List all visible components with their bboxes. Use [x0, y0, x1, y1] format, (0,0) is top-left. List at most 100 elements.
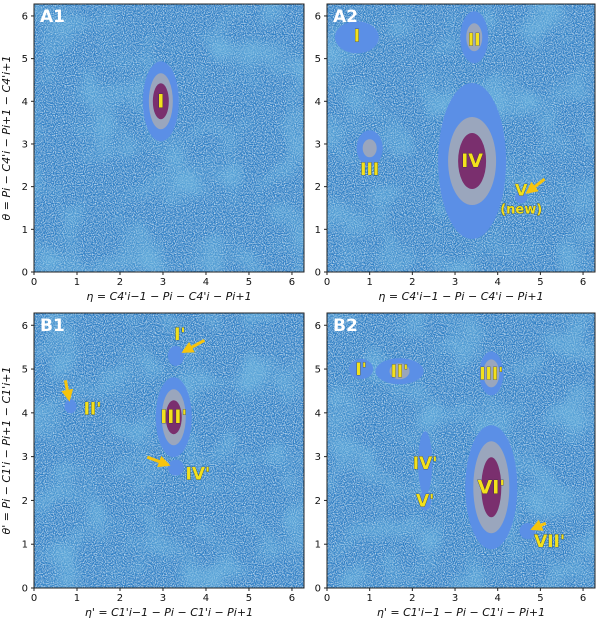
x-tick-label: 2 — [409, 593, 415, 604]
contour-level-3 — [165, 400, 182, 435]
axes-frame — [326, 3, 596, 273]
cluster-contour — [479, 351, 504, 396]
x-tick-label: 5 — [246, 593, 252, 604]
panel-label: A1 — [40, 7, 65, 27]
y-tick-label: 1 — [315, 225, 321, 236]
cluster-label: VII' — [534, 532, 565, 552]
y-axis-label: θ = Pi − C4'i − Pi+1 − C4'i+1 — [0, 56, 13, 221]
x-tick-label: 6 — [289, 277, 295, 288]
x-tick-label: 5 — [537, 277, 543, 288]
x-tick-label: 0 — [324, 277, 330, 288]
x-tick-label: 1 — [366, 593, 372, 604]
cluster-label: V (new) — [500, 180, 542, 217]
contour-level-3 — [458, 133, 487, 190]
x-tick-label: 0 — [324, 593, 330, 604]
y-tick-label: 0 — [315, 584, 321, 595]
x-tick-label: 5 — [537, 593, 543, 604]
cluster-contour — [465, 425, 518, 550]
x-tick-label: 4 — [495, 277, 501, 288]
panel-label: B2 — [333, 316, 358, 336]
y-tick-label: 4 — [22, 97, 28, 108]
pointer-arrow — [530, 519, 547, 531]
x-tick-label: 1 — [366, 277, 372, 288]
cluster-label: III' — [160, 406, 187, 428]
cluster-label: I — [157, 90, 164, 112]
cluster-label: IV' — [186, 465, 211, 485]
density-background — [327, 313, 595, 588]
cluster-label: III' — [479, 364, 503, 384]
x-tick-label: 4 — [495, 593, 501, 604]
x-tick-label: 2 — [117, 593, 123, 604]
contour-level-1 — [515, 191, 528, 204]
axes-frame — [326, 312, 596, 589]
y-tick-label: 6 — [22, 321, 28, 332]
y-tick-label: 5 — [22, 54, 28, 65]
cluster-label: I' — [355, 360, 367, 380]
cluster-label: III — [360, 160, 379, 180]
cluster-contour — [375, 358, 424, 385]
y-tick-label: 6 — [315, 321, 321, 332]
y-tick-label: 0 — [22, 268, 28, 279]
pointer-arrow — [146, 455, 171, 468]
y-tick-label: 4 — [315, 97, 321, 108]
cluster-contour — [167, 345, 184, 366]
cluster-label: II — [468, 30, 481, 50]
x-tick-label: 1 — [74, 593, 80, 604]
pointer-arrow — [181, 338, 206, 354]
contour-level-1 — [167, 459, 184, 476]
y-tick-label: 6 — [315, 11, 321, 22]
contour-level-1 — [64, 399, 77, 414]
density-patches — [34, 4, 304, 272]
cluster-contour — [460, 11, 489, 64]
y-tick-label: 4 — [315, 408, 321, 419]
cluster-contour — [155, 377, 192, 458]
density-background — [34, 4, 304, 272]
density-patches — [327, 313, 595, 588]
y-tick-label: 3 — [315, 452, 321, 463]
contour-level-2 — [466, 23, 483, 52]
x-axis-label: η' = C1'i−1 − Pi − C1'i − Pi+1 — [377, 606, 545, 619]
y-axis-label: θ' = Pi − C1'i − Pi+1 − C1'i+1 — [0, 367, 13, 535]
cluster-label: II' — [391, 362, 409, 382]
x-axis-label: η' = C1'i−1 − Pi − C1'i − Pi+1 — [85, 606, 253, 619]
x-axis-label: η = C4'i−1 − Pi − C4'i − Pi+1 — [86, 290, 251, 303]
x-axis-label: η = C4'i−1 − Pi − C4'i − Pi+1 — [378, 290, 543, 303]
x-tick-label: 0 — [31, 593, 37, 604]
contour-level-1 — [418, 431, 433, 496]
contour-level-1 — [419, 490, 432, 511]
contour-level-1 — [349, 359, 374, 380]
cluster-contour — [142, 61, 179, 142]
y-tick-label: 3 — [315, 139, 321, 150]
density-background — [327, 4, 595, 272]
cluster-contour — [515, 191, 528, 204]
x-tick-label: 6 — [289, 593, 295, 604]
x-tick-label: 6 — [580, 593, 586, 604]
x-tick-label: 4 — [203, 593, 209, 604]
y-tick-label: 3 — [22, 452, 28, 463]
x-tick-label: 2 — [409, 277, 415, 288]
contour-level-3 — [152, 83, 169, 120]
contour-level-3 — [481, 457, 502, 518]
y-tick-label: 1 — [22, 225, 28, 236]
contour-level-1 — [334, 21, 379, 54]
panel-label: B1 — [40, 316, 65, 336]
cluster-contour — [438, 83, 507, 240]
panel-b2: 0 1 2 3 4 5 6 0 1 2 3 4 5 6 η' = C1'i−1 − Pi − C1'i − … — [315, 312, 596, 619]
y-tick-label: 4 — [22, 408, 28, 419]
axes-frame — [33, 312, 305, 589]
cluster-label: IV' — [413, 454, 438, 474]
pointer-arrow — [525, 177, 546, 194]
cluster-contour — [419, 490, 432, 511]
y-tick-label: 2 — [315, 496, 321, 507]
y-tick-label: 0 — [22, 584, 28, 595]
pointer-arrow — [61, 379, 74, 402]
panel-label: A2 — [333, 7, 358, 27]
y-tick-label: 5 — [22, 365, 28, 376]
y-tick-label: 1 — [22, 540, 28, 551]
contour-level-2 — [483, 359, 500, 388]
cluster-contour — [167, 459, 184, 476]
cluster-label: VI' — [478, 476, 506, 498]
density-background — [34, 313, 304, 588]
cluster-contour — [349, 359, 374, 380]
y-tick-label: 2 — [22, 182, 28, 193]
